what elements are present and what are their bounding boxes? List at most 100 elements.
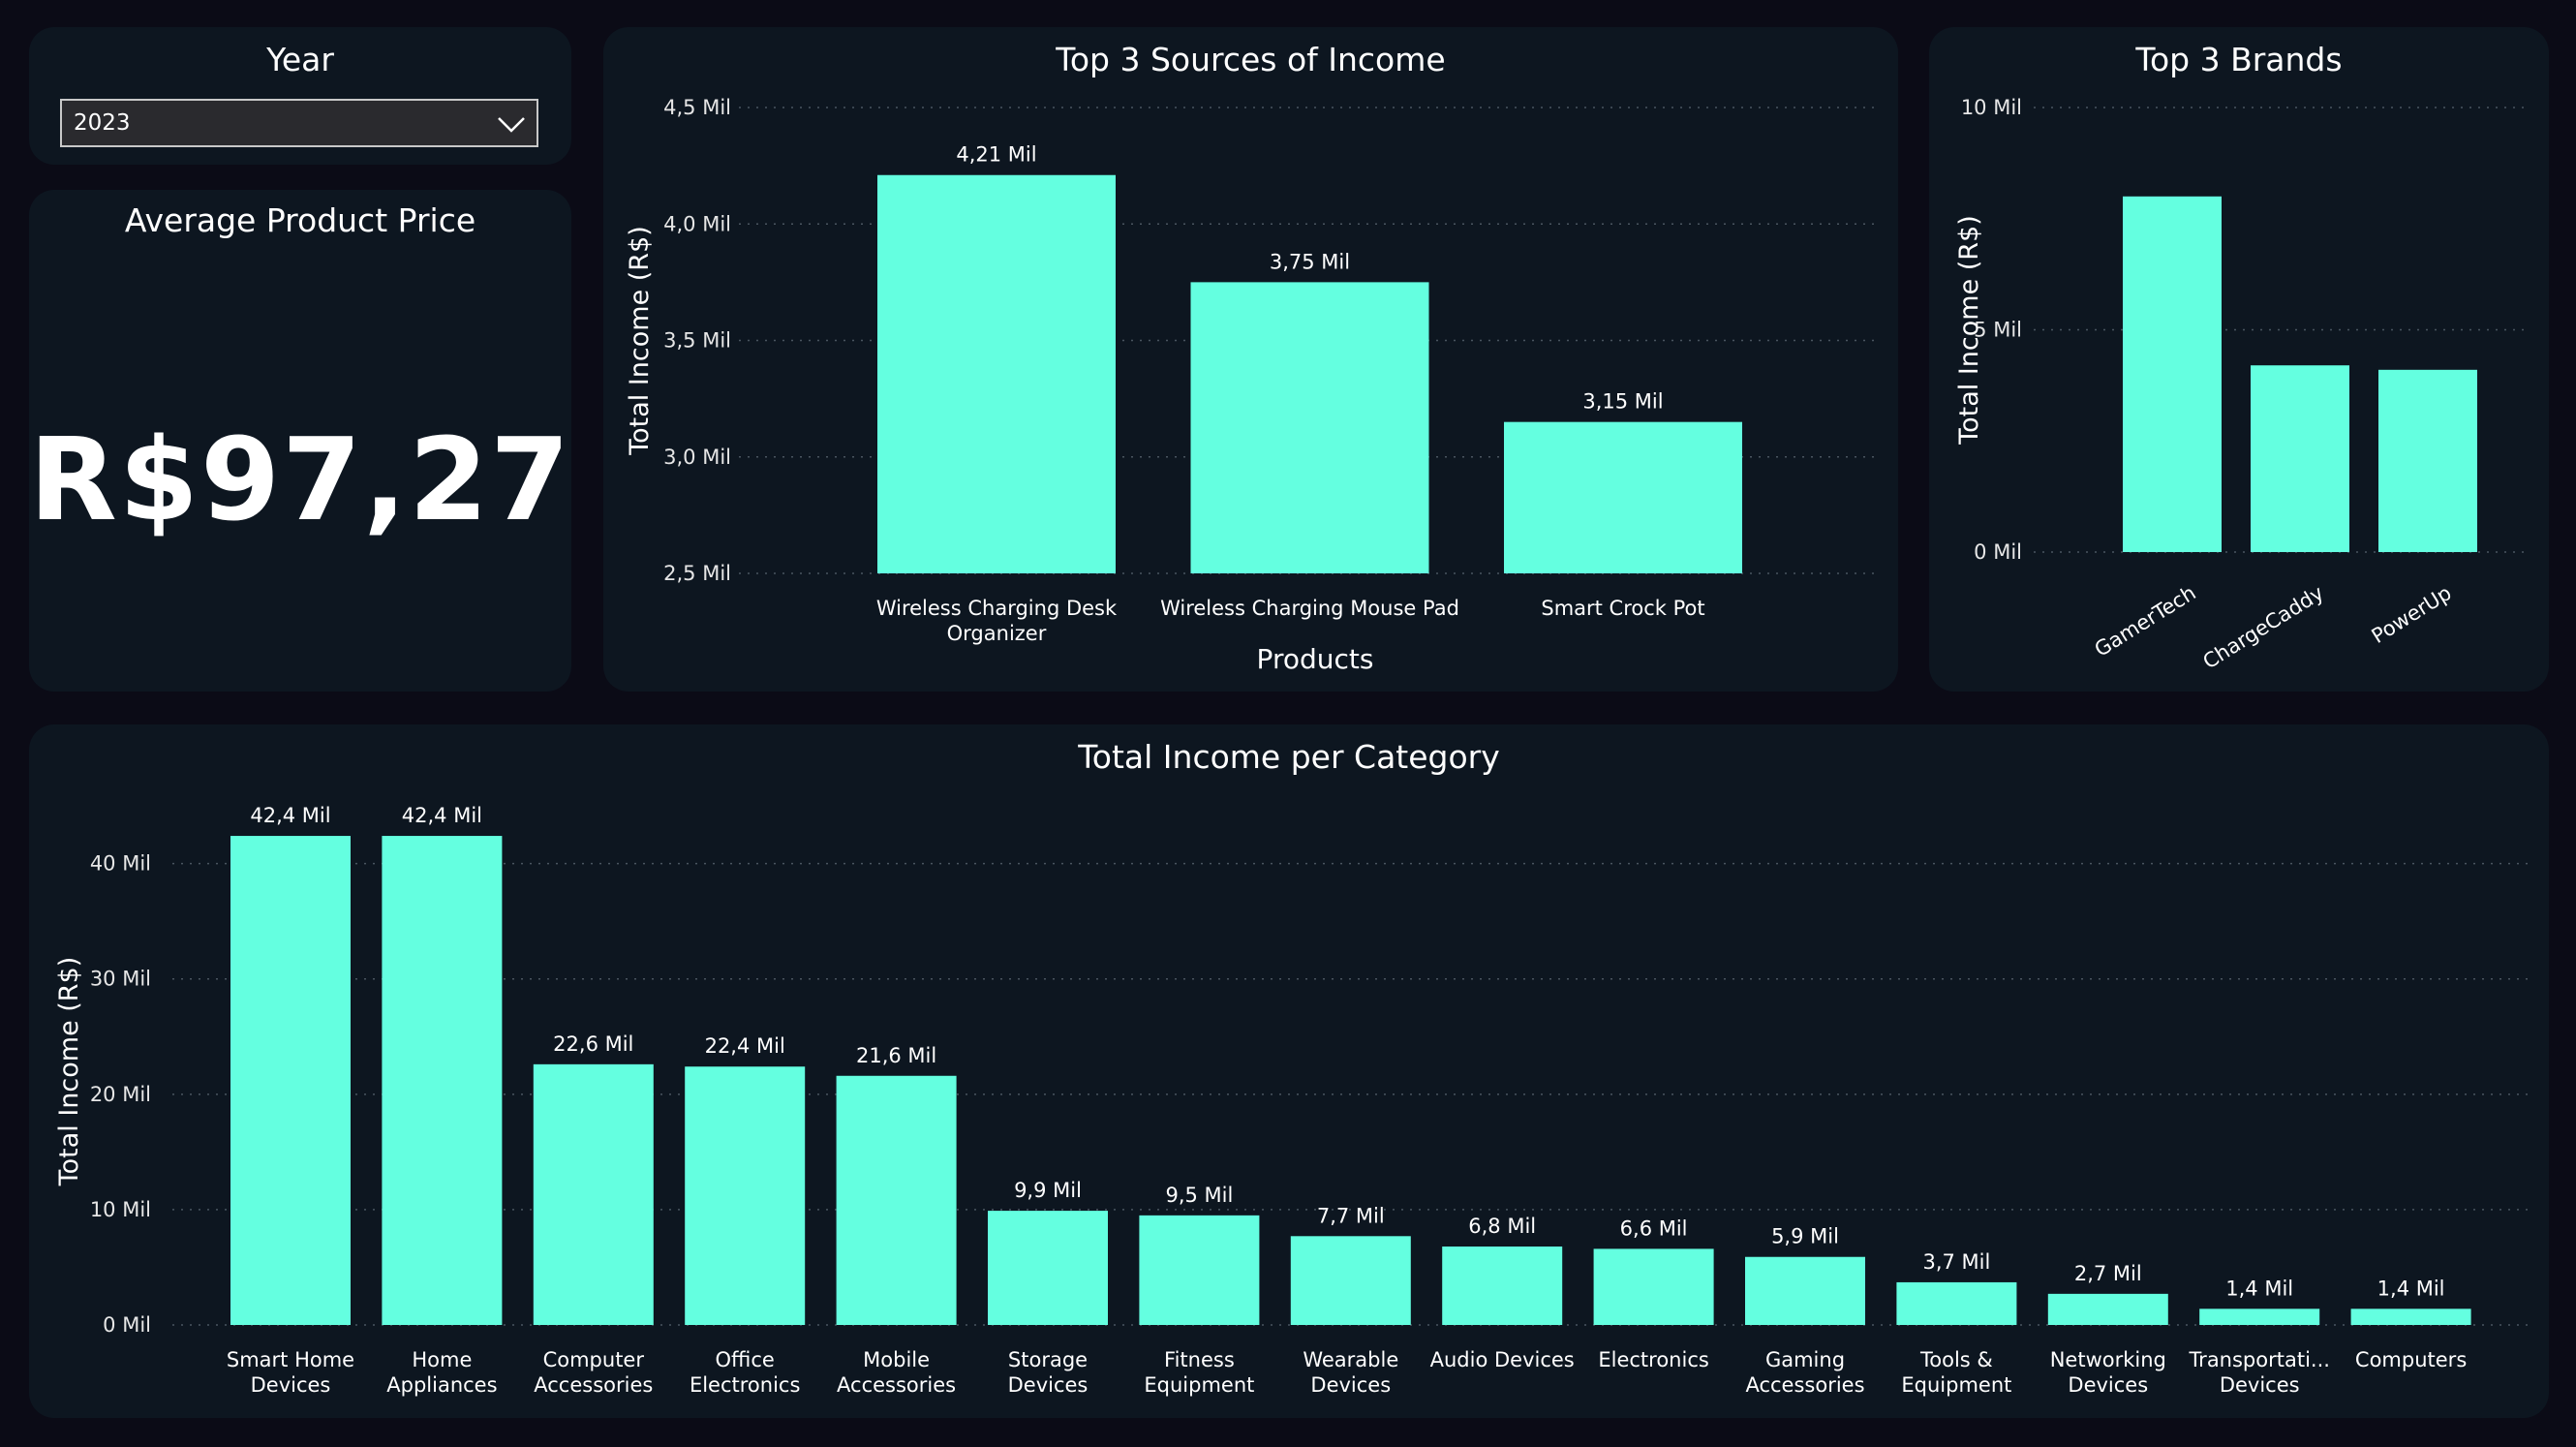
data-label: 2,7 Mil <box>2074 1262 2142 1285</box>
bar <box>877 174 1116 573</box>
x-tick-label: Devices <box>251 1373 331 1397</box>
data-label: 1,4 Mil <box>2225 1277 2293 1300</box>
x-tick-label: Wearable <box>1303 1348 1398 1371</box>
x-tick-label: Gaming <box>1765 1348 1845 1371</box>
x-tick-label: Devices <box>2220 1373 2300 1397</box>
top3-brands-card: Top 3 Brands 0 Mil 5 Mil 10 Mil Total Incom… <box>1929 27 2549 692</box>
bar <box>988 1211 1108 1325</box>
bar <box>2199 1308 2320 1325</box>
x-tick-label: Computers <box>2355 1348 2467 1371</box>
category-income-card: Total Income per Category 0 Mil 10 Mil 20 … <box>29 724 2549 1418</box>
x-tick-label: Transportati... <box>2188 1348 2330 1371</box>
x-tick-label: Smart Crock Pot <box>1541 597 1704 620</box>
y-tick-label: 40 Mil <box>90 852 151 876</box>
x-tick-label: Storage <box>1008 1348 1088 1371</box>
data-label: 6,8 Mil <box>1468 1215 1536 1238</box>
year-slicer-card: Year 2023 <box>29 27 571 165</box>
bar <box>685 1066 806 1325</box>
y-axis-label: Total Income (R$) <box>625 226 655 456</box>
average-price-title: Average Product Price <box>124 201 476 239</box>
data-label: 21,6 Mil <box>856 1044 936 1067</box>
category-chart-title: Total Income per Category <box>1078 738 1500 776</box>
data-label: 22,4 Mil <box>705 1034 785 1058</box>
y-tick-label: 4,5 Mil <box>663 96 731 119</box>
top3-sources-chart: 2,5 Mil 3,0 Mil 3,5 Mil 4,0 Mil 4,5 Mil Total… <box>625 96 1874 675</box>
bar <box>230 836 351 1325</box>
bar <box>1442 1247 1563 1325</box>
bar <box>2047 1293 2168 1325</box>
bar <box>1504 421 1742 573</box>
data-label: 3,7 Mil <box>1922 1250 1990 1274</box>
x-tick-label: Devices <box>1008 1373 1089 1397</box>
y-tick-label: 10 Mil <box>1961 96 2022 119</box>
x-tick-label: Mobile <box>863 1348 930 1371</box>
x-tick-label: Equipment <box>1144 1373 1254 1397</box>
top3-brands-chart: 0 Mil 5 Mil 10 Mil Total Income (R$) GamerTe… <box>1954 96 2530 674</box>
x-tick-label: Audio Devices <box>1430 1348 1575 1371</box>
x-tick-label: Home <box>412 1348 472 1371</box>
x-tick-label: Electronics <box>690 1373 800 1397</box>
x-tick-label: Equipment <box>1901 1373 2011 1397</box>
y-tick-label: 20 Mil <box>90 1083 151 1106</box>
data-label: 6,6 Mil <box>1620 1216 1688 1240</box>
x-tick-label: Electronics <box>1598 1348 1708 1371</box>
x-tick-label: Tools & <box>1919 1348 1993 1371</box>
y-tick-label: 10 Mil <box>90 1198 151 1221</box>
year-slicer-title: Year <box>266 41 334 78</box>
year-dropdown-value: 2023 <box>74 110 131 136</box>
bar <box>382 836 503 1325</box>
average-price-card: Average Product Price R$97,27 <box>29 190 571 692</box>
x-tick-label: Accessories <box>837 1373 956 1397</box>
y-tick-label: 4,0 Mil <box>663 212 731 235</box>
top3-sources-card: Top 3 Sources of Income 2,5 Mil 3,0 Mil 3,… <box>603 27 1898 692</box>
data-label: 3,75 Mil <box>1270 250 1350 273</box>
data-label: 22,6 Mil <box>553 1032 633 1056</box>
data-label: 9,9 Mil <box>1014 1179 1082 1202</box>
bar <box>1896 1281 2017 1325</box>
x-tick-label: Computer <box>543 1348 645 1371</box>
x-tick-label: Accessories <box>534 1373 653 1397</box>
x-tick-label: Wireless Charging Mouse Pad <box>1160 597 1459 620</box>
x-tick-label: Office <box>716 1348 775 1371</box>
x-tick-label: Fitness <box>1164 1348 1235 1371</box>
bar <box>1190 282 1429 573</box>
category-income-chart: 0 Mil 10 Mil 20 Mil 30 Mil 40 Mil Total Incom… <box>54 804 2528 1397</box>
bar <box>1290 1236 1411 1325</box>
y-tick-label: 3,0 Mil <box>663 446 731 469</box>
x-tick-label: Devices <box>1310 1373 1391 1397</box>
x-tick-label: Accessories <box>1745 1373 1864 1397</box>
bar <box>2378 369 2477 552</box>
x-axis-label: Products <box>1257 643 1374 675</box>
data-label: 9,5 Mil <box>1165 1184 1233 1207</box>
bar <box>1139 1215 1260 1325</box>
bar <box>1593 1248 1714 1325</box>
average-price-value: R$97,27 <box>29 413 572 546</box>
data-label: 42,4 Mil <box>250 804 330 827</box>
data-label: 42,4 Mil <box>402 804 482 827</box>
x-tick-label: ChargeCaddy <box>2199 581 2328 674</box>
data-label: 7,7 Mil <box>1317 1204 1385 1227</box>
brands-chart-title: Top 3 Brands <box>2135 41 2343 78</box>
y-tick-label: 2,5 Mil <box>663 562 731 585</box>
x-tick-label: GamerTech <box>2091 581 2200 662</box>
x-tick-label: PowerUp <box>2368 581 2456 648</box>
y-tick-label: 5 Mil <box>1974 319 2022 342</box>
data-label: 5,9 Mil <box>1771 1225 1839 1248</box>
y-tick-label: 0 Mil <box>103 1313 151 1337</box>
bar <box>2251 365 2349 552</box>
y-tick-label: 30 Mil <box>90 968 151 991</box>
x-tick-label: Networking <box>2050 1348 2166 1371</box>
bar <box>1745 1256 1865 1325</box>
bar <box>2123 196 2222 553</box>
bar <box>533 1063 654 1325</box>
y-axis-label: Total Income (R$) <box>1954 215 1984 446</box>
data-label: 3,15 Mil <box>1582 390 1663 414</box>
bar <box>2350 1308 2471 1325</box>
year-dropdown[interactable]: 2023 <box>60 99 538 147</box>
x-tick-label: Appliances <box>386 1373 497 1397</box>
chevron-down-icon <box>498 117 525 133</box>
y-axis-label: Total Income (R$) <box>54 957 84 1187</box>
x-tick-label: Smart Home <box>227 1348 354 1371</box>
data-label: 1,4 Mil <box>2377 1277 2445 1300</box>
x-tick-label: Organizer <box>947 622 1047 645</box>
